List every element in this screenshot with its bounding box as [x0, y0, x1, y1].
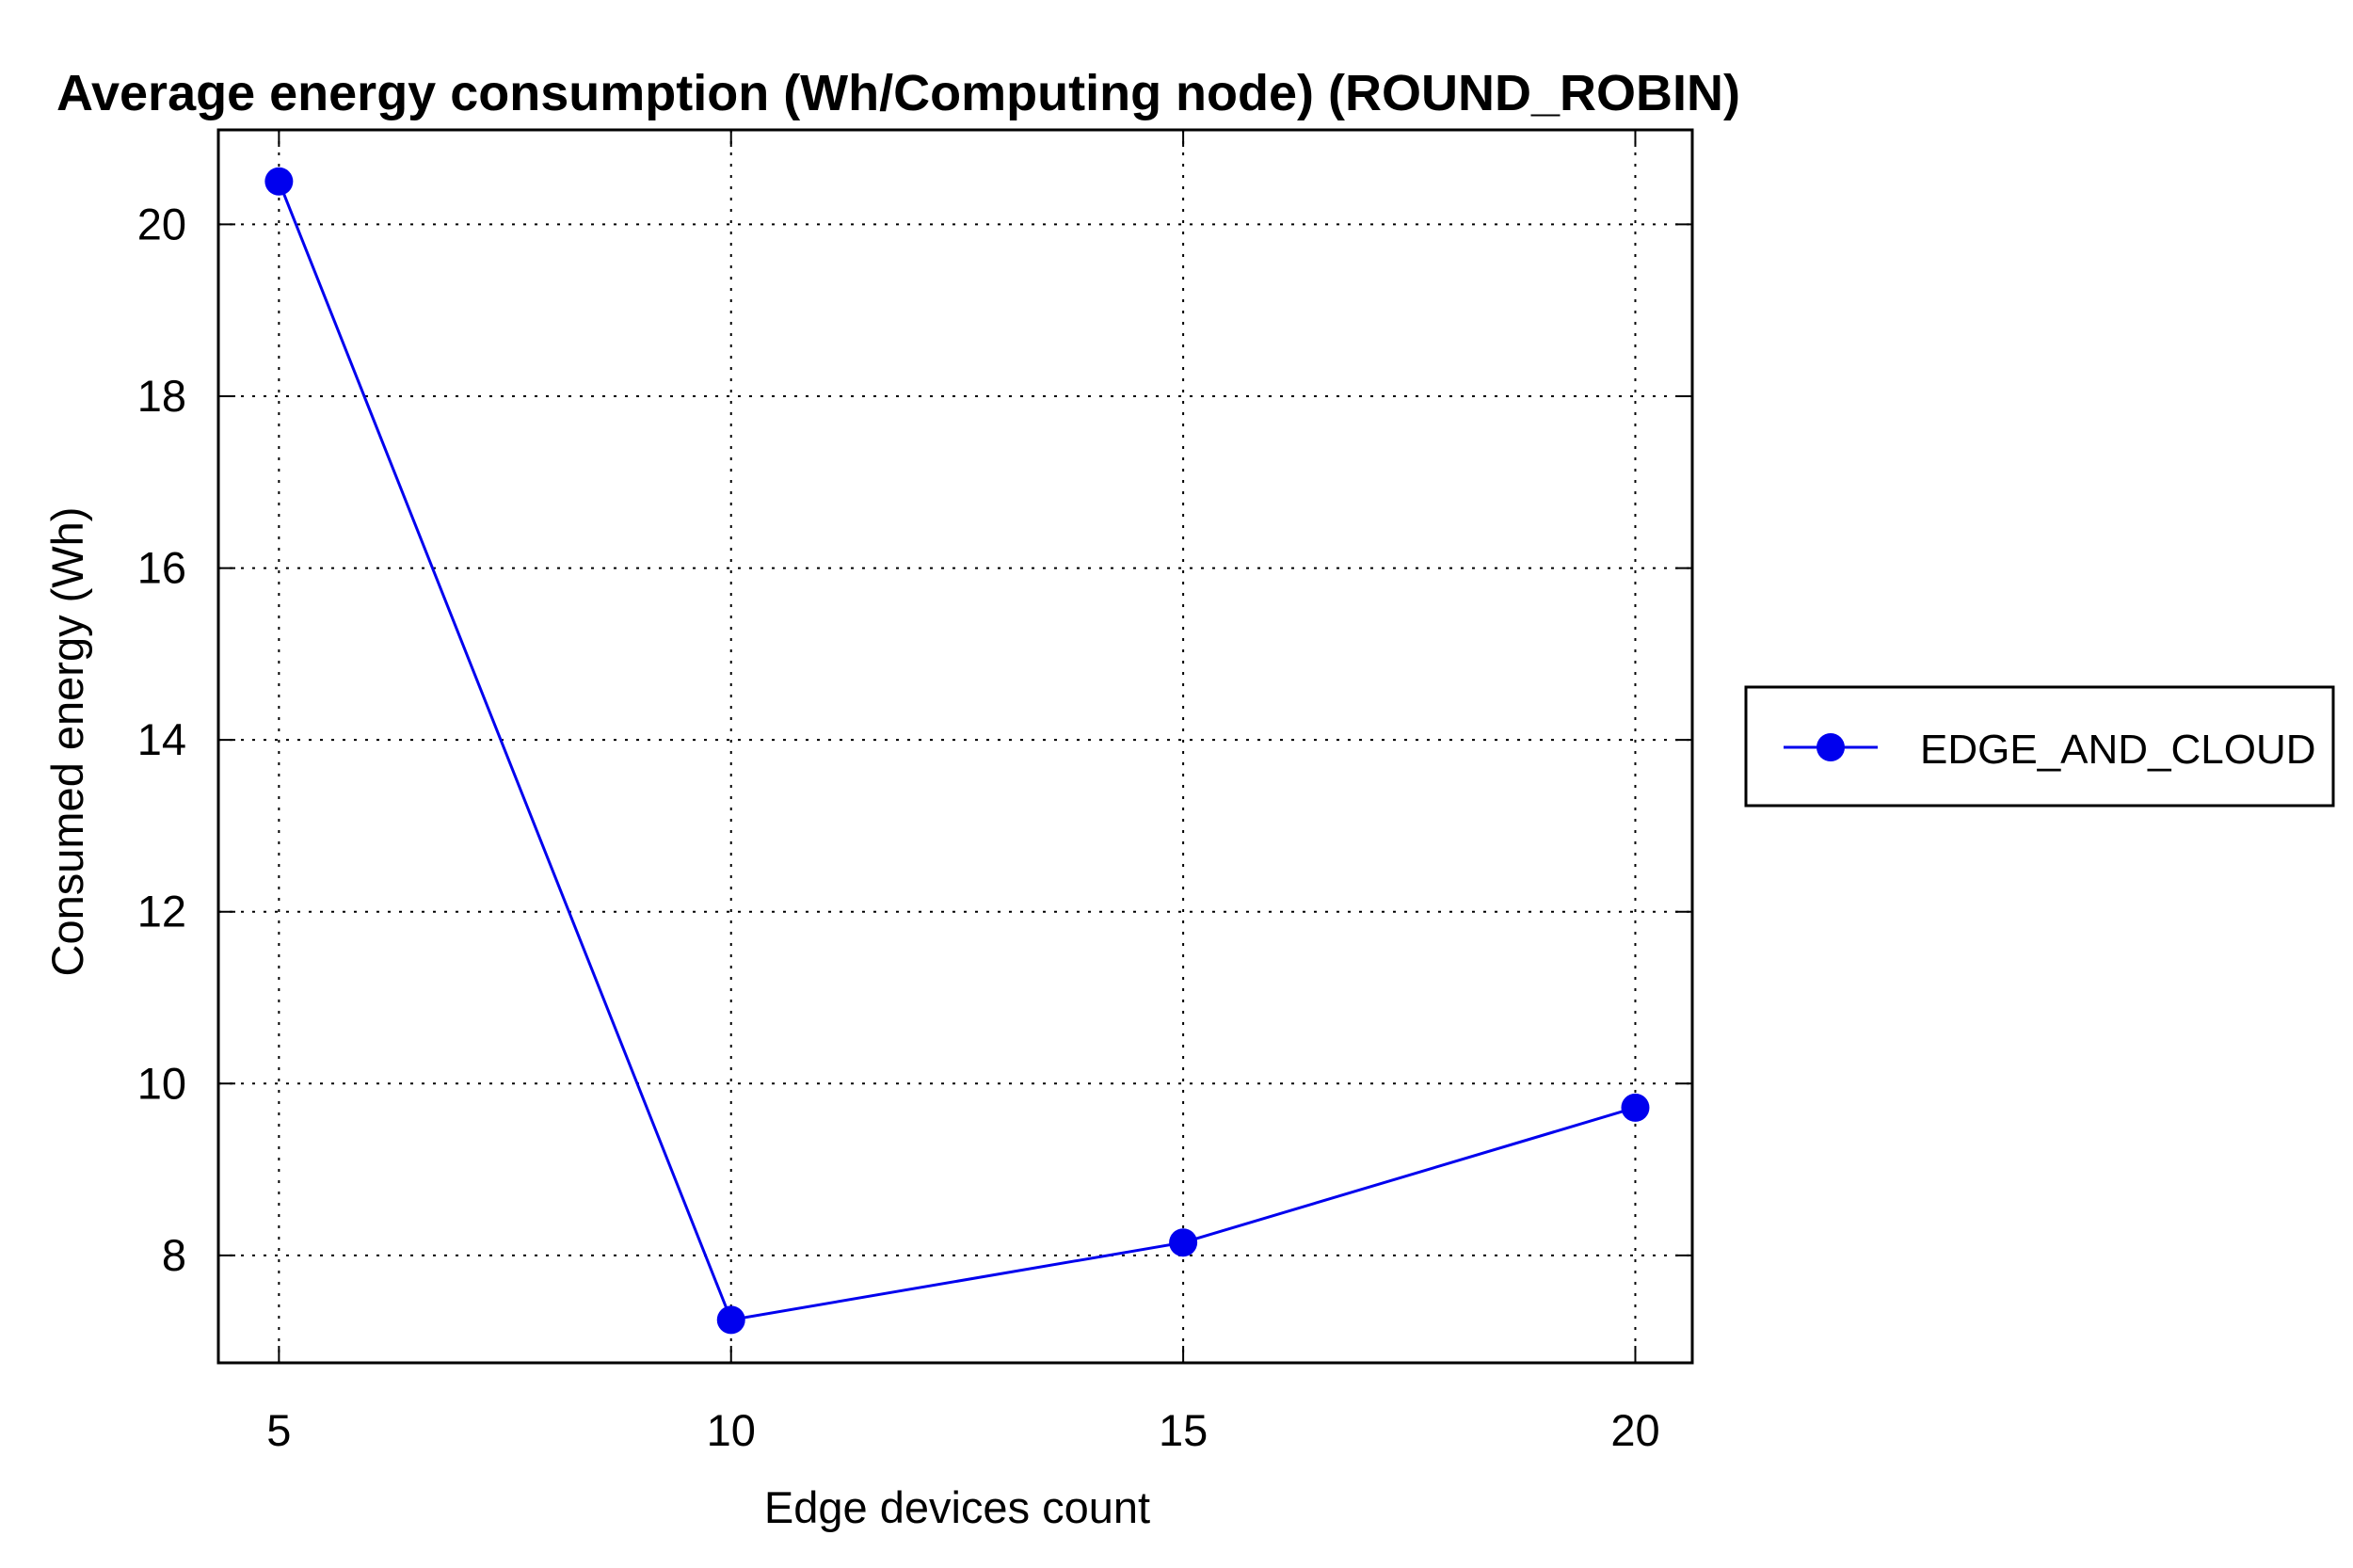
series-line: [277, 181, 1636, 1322]
data-point: [1169, 1228, 1198, 1257]
y-tick-label: 18: [137, 371, 186, 421]
y-tick-labels: 8 10 12 14 16 18 20: [137, 199, 186, 1279]
x-tick-label: 20: [1610, 1405, 1659, 1455]
axis-ticks: [218, 130, 1692, 1363]
plot-frame: [216, 128, 1694, 1365]
y-tick-label: 8: [162, 1230, 186, 1280]
x-tick-label: 10: [707, 1405, 756, 1455]
series-layer: [264, 167, 1650, 1335]
y-tick-label: 20: [137, 199, 186, 248]
y-tick-label: 10: [137, 1058, 186, 1108]
x-axis-label: Edge devices count: [764, 1482, 1150, 1532]
y-axis-label: Consumed energy (Wh): [42, 507, 92, 977]
data-point: [716, 1305, 745, 1335]
chart-title: Average energy consumption (Wh/Computing…: [56, 65, 1740, 121]
x-tick-labels: 5 10 15 20: [266, 1405, 1659, 1455]
y-tick-label: 16: [137, 543, 186, 593]
data-point: [264, 167, 294, 196]
x-tick-label: 15: [1159, 1405, 1208, 1455]
legend: EDGE_AND_CLOUD: [1744, 685, 2335, 808]
legend-box: [1744, 685, 2335, 808]
legend-marker-swatch: [1817, 733, 1845, 761]
y-tick-label: 14: [137, 714, 186, 764]
y-tick-label: 12: [137, 887, 186, 936]
legend-label: EDGE_AND_CLOUD: [1920, 727, 2316, 773]
grid-lines: [218, 130, 1692, 1363]
data-point: [1621, 1093, 1650, 1122]
x-tick-label: 5: [266, 1405, 291, 1455]
